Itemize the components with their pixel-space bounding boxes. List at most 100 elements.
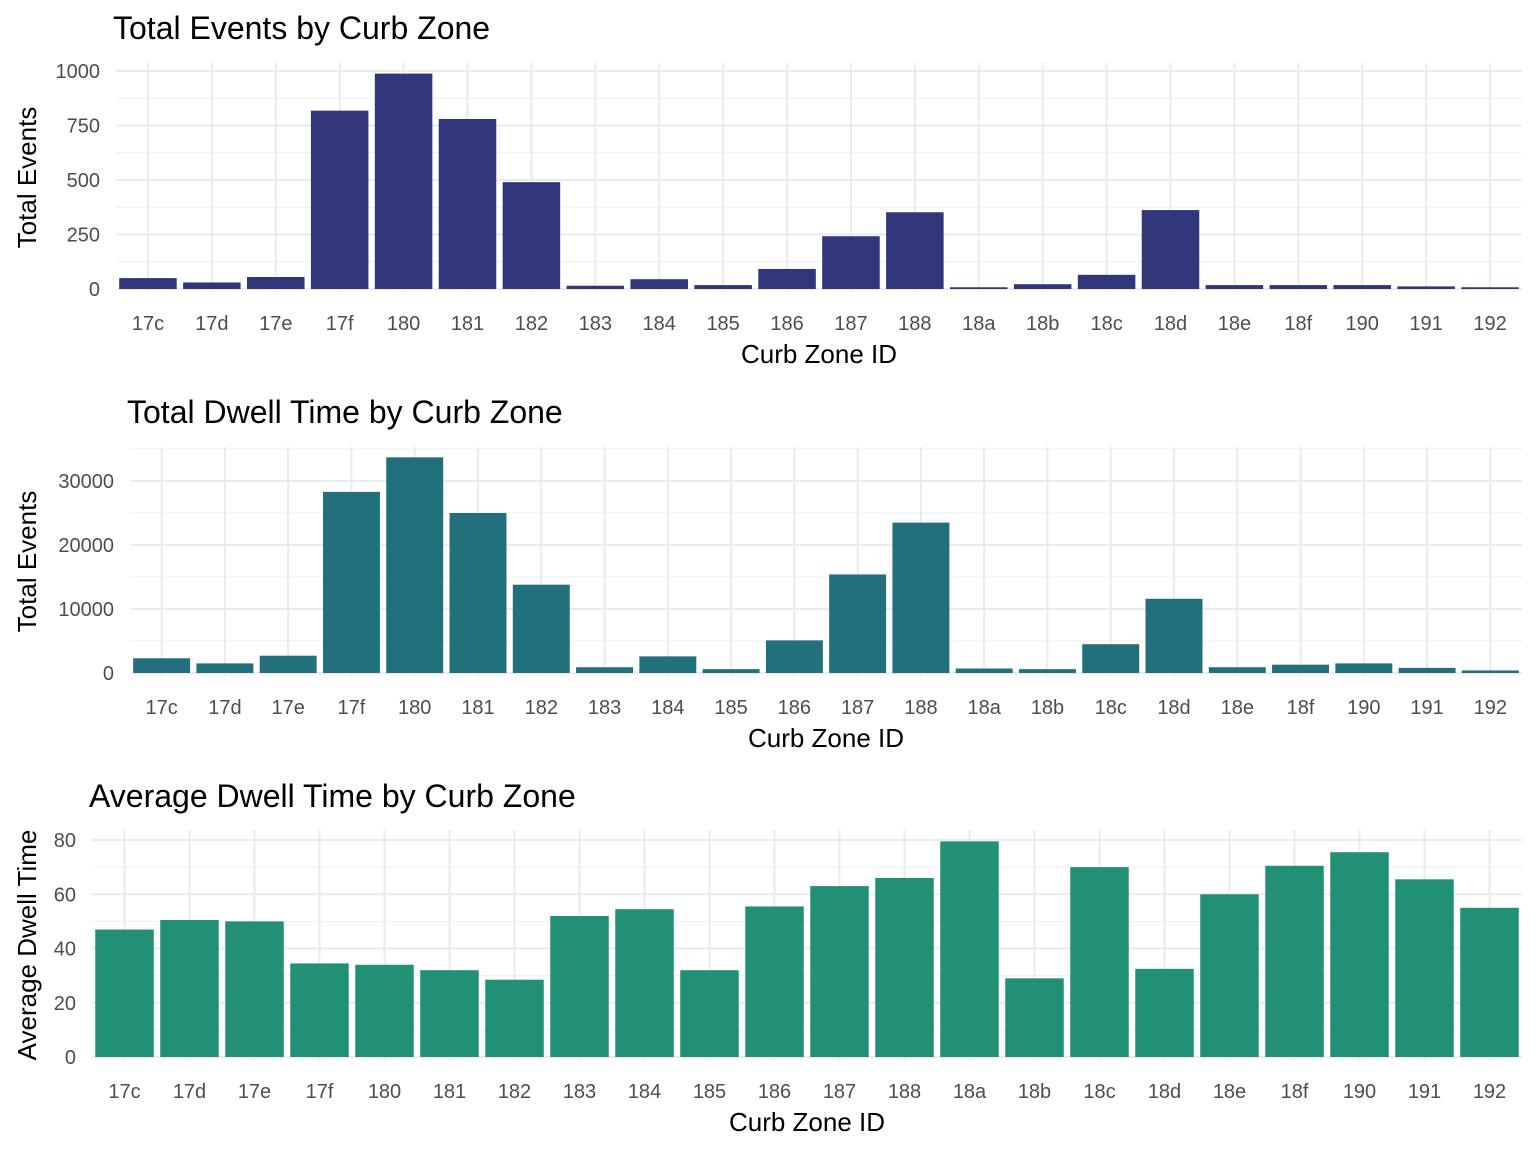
bar-18c [1070,867,1129,1057]
x-tick-label: 18c [1083,1081,1115,1103]
x-tick-label: 184 [651,697,684,719]
x-tick-label: 17f [306,1081,334,1103]
y-tick-label: 20000 [58,535,114,557]
bar-181 [449,513,507,673]
y-tick-label: 1000 [56,61,101,83]
bar-17f [322,491,380,673]
bar-18f [1272,664,1330,673]
x-tick-label: 191 [1409,313,1442,335]
x-tick-label: 183 [563,1081,596,1103]
bar-182 [485,979,544,1057]
x-tick-label: 192 [1473,1081,1506,1103]
x-tick-label: 183 [588,697,621,719]
y-tick-label: 80 [54,830,76,852]
x-tick-label: 188 [898,313,931,335]
x-tick-label: 17d [195,313,228,335]
x-tick-label: 18f [1284,313,1312,335]
x-axis-title: Curb Zone ID [748,723,904,753]
bar-185 [680,970,739,1057]
x-tick-label: 188 [904,697,937,719]
x-tick-label: 181 [461,697,494,719]
bar-190 [1333,285,1391,289]
bar-17f [290,963,349,1057]
bar-182 [502,182,561,289]
bar-188 [886,212,944,289]
x-tick-label: 17e [259,313,292,335]
x-tick-label: 18b [1026,313,1059,335]
bar-17d [196,663,254,673]
x-tick-label: 190 [1347,697,1380,719]
x-tick-label: 181 [433,1081,466,1103]
x-tick-label: 190 [1343,1081,1376,1103]
x-tick-label: 188 [888,1081,921,1103]
x-tick-label: 17c [108,1081,140,1103]
x-tick-label: 18b [1018,1081,1051,1103]
bar-183 [566,285,625,289]
x-axis-title: Curb Zone ID [741,339,897,369]
x-tick-label: 191 [1410,697,1443,719]
x-tick-label: 17c [132,313,164,335]
bar-186 [745,906,804,1057]
x-tick-label: 183 [579,313,612,335]
x-tick-label: 18c [1090,313,1122,335]
x-tick-label: 18d [1157,697,1190,719]
chart-panel-1: 0 250 500 750 1000 17c 17d 17e 17f 180 181 182 183 18… [12,10,1522,369]
bar-192 [1461,287,1519,289]
bar-18d [1141,210,1200,289]
x-tick-label: 185 [706,313,739,335]
bar-192 [1460,907,1519,1057]
bar-180 [355,964,414,1057]
chart-title: Average Dwell Time by Curb Zone [89,778,576,814]
y-tick-label: 500 [67,170,100,192]
x-tick-label: 17f [326,313,354,335]
bar-180 [386,457,444,673]
x-tick-label: 18d [1148,1081,1181,1103]
x-tick-label: 185 [693,1081,726,1103]
bar-181 [438,118,497,290]
bar-183 [576,667,634,673]
x-tick-label: 18e [1218,313,1251,335]
x-tick-label: 17d [173,1081,206,1103]
y-tick-label: 0 [103,663,114,685]
x-tick-label: 181 [451,313,484,335]
bar-18a [940,841,999,1057]
bar-18e [1208,667,1266,673]
bar-190 [1335,663,1393,673]
bar-18c [1082,644,1140,673]
bar-17e [225,921,284,1057]
bar-184 [630,279,688,289]
bar-18f [1265,865,1324,1057]
bar-181 [420,970,479,1057]
x-tick-label: 192 [1474,697,1507,719]
bar-17c [119,278,177,289]
y-axis-title: Average Dwell Time [12,830,42,1061]
x-tick-label: 184 [643,313,676,335]
x-tick-label: 187 [841,697,874,719]
x-tick-label: 17f [338,697,366,719]
y-tick-label: 60 [54,884,76,906]
x-tick-label: 18a [967,697,1001,719]
bar-18f [1269,285,1328,289]
bar-185 [694,285,752,289]
x-tick-label: 191 [1408,1081,1441,1103]
x-tick-label: 186 [758,1081,791,1103]
bar-191 [1397,286,1455,289]
bar-18a [955,668,1013,673]
x-tick-label: 18b [1031,697,1064,719]
bar-192 [1461,670,1519,673]
y-tick-label: 30000 [58,471,114,493]
x-tick-label: 18a [962,313,996,335]
x-tick-label: 180 [398,697,431,719]
bar-18c [1077,274,1136,289]
bar-180 [374,73,433,289]
x-tick-label: 187 [823,1081,856,1103]
x-axis-title: Curb Zone ID [729,1107,885,1137]
bar-186 [765,640,823,673]
bar-17e [259,655,317,673]
bar-182 [512,584,570,673]
x-tick-label: 18a [953,1081,987,1103]
y-tick-label: 250 [67,225,100,247]
bar-184 [615,909,674,1057]
y-tick-label: 40 [54,939,76,961]
bar-184 [639,656,697,673]
